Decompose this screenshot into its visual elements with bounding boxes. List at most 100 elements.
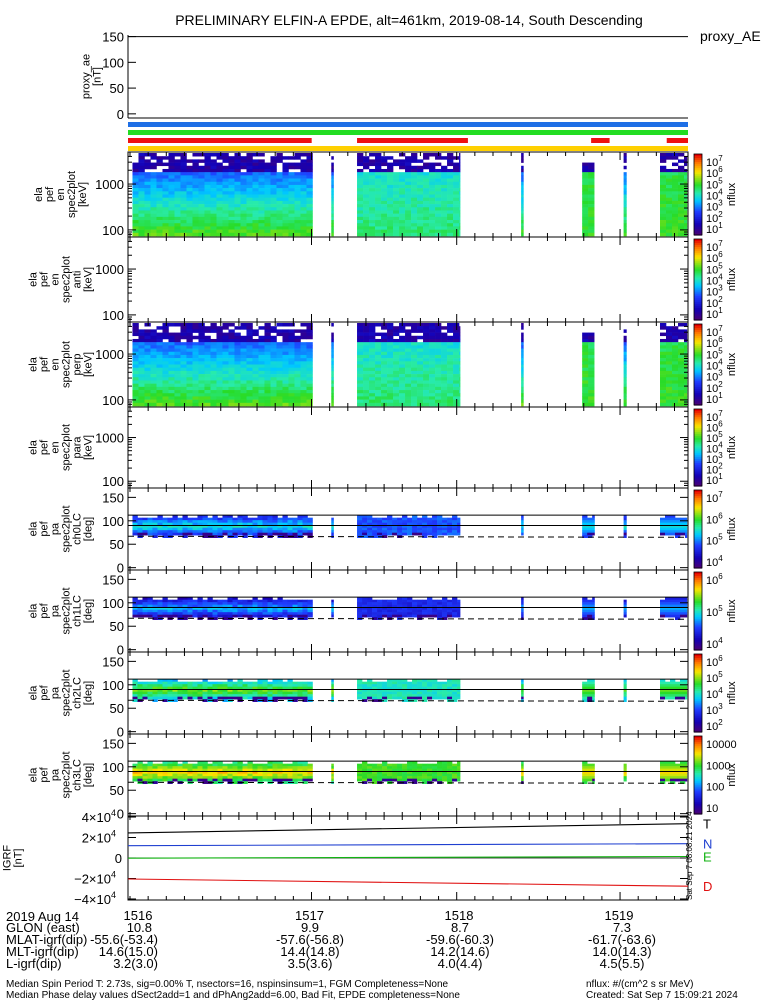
ch1LC-heatmap-cell (222, 609, 228, 613)
en_spec-heatmap-cell (252, 172, 259, 176)
en_spec-heatmap-cell (399, 172, 406, 176)
ch0LC-heatmap-cell (187, 522, 193, 526)
ch1LC-heatmap-cell (287, 612, 293, 615)
perp_spec-heatmap-cell (357, 329, 364, 333)
ch2LC-heatmap-cell (192, 681, 198, 685)
en_spec-heatmap-cell (132, 223, 139, 227)
ch1LC-heatmap-cell (212, 607, 218, 610)
ch1LC-heatmap-cell (197, 597, 203, 600)
ch1LC-heatmap-cell (302, 612, 308, 615)
ch1LC-heatmap-cell (382, 614, 388, 618)
ch1LC-colorbar-swatch (694, 612, 702, 616)
en_spec-heatmap-cell (357, 197, 364, 202)
ch1LC-heatmap-cell (387, 609, 393, 613)
perp_spec-heatmap-cell (582, 335, 589, 340)
ch0LC-heatmap-cell (207, 520, 213, 523)
perp_spec-heatmap-cell (264, 342, 271, 346)
para_spec-ylabel: ela pef en spec2plot para [keV] (28, 424, 95, 471)
perp_spec-heatmap-cell (288, 361, 295, 365)
perp_spec-heatmap-cell (234, 383, 241, 388)
perp_spec-heatmap-cell (192, 399, 199, 404)
perp_spec-heatmap-cell (276, 383, 283, 388)
ch2LC-heatmap-cell (167, 686, 173, 690)
perp_spec-heatmap-cell (282, 383, 289, 388)
en_spec-heatmap-cell (216, 156, 223, 160)
en_spec-heatmap-cell (429, 188, 436, 192)
perp_spec-heatmap-cell (375, 383, 382, 388)
perp_spec-heatmap-cell (276, 364, 283, 368)
perp_spec-heatmap-cell (357, 383, 364, 388)
en_spec-heatmap-cell (684, 191, 688, 195)
perp_spec-heatmap-cell (240, 361, 247, 365)
perp_spec-heatmap-cell (246, 374, 253, 378)
en_spec-heatmap-cell (180, 220, 187, 224)
en_spec-heatmap-cell (405, 162, 412, 167)
perp_spec-heatmap-cell (240, 354, 247, 359)
en_spec-heatmap-cell (423, 194, 430, 198)
en_spec-heatmap-cell (623, 178, 627, 183)
perp_spec-heatmap-cell (288, 323, 295, 327)
perp_spec-heatmap-cell (300, 364, 307, 368)
perp_spec-heatmap-cell (174, 323, 181, 327)
ch0LC-heatmap-cell (660, 520, 666, 523)
perp_spec-heatmap-cell (672, 338, 679, 343)
ch1LC-colorbar-swatch (694, 634, 702, 637)
ch0LC-heatmap-cell (457, 522, 461, 526)
en_spec-heatmap-cell (132, 181, 139, 186)
perp_spec-heatmap-cell (270, 396, 277, 400)
perp_spec-heatmap-cell (429, 354, 436, 359)
perp_spec-heatmap-cell (588, 380, 595, 384)
perp_spec-heatmap-cell (459, 326, 461, 330)
perp_spec-heatmap-cell (282, 345, 289, 349)
perp_spec-heatmap-cell (678, 361, 685, 365)
ch0LC-heatmap-cell (262, 515, 268, 518)
perp_spec-heatmap-cell (357, 396, 364, 400)
perp_spec-heatmap-cell (144, 332, 151, 337)
ch1LC-heatmap-cell (685, 609, 688, 613)
ch2LC-heatmap-cell (132, 689, 138, 692)
en_spec-colorbar-swatch (694, 220, 702, 224)
perp_spec-heatmap-cell (150, 374, 157, 378)
en_spec-heatmap-cell (264, 226, 271, 230)
en_spec-heatmap-cell (369, 153, 376, 157)
en_spec-heatmap-cell (435, 200, 442, 205)
en_spec-colorbar-swatch (694, 172, 702, 175)
perp_spec-heatmap-cell (180, 367, 187, 372)
perp_spec-heatmap-cell (459, 402, 461, 407)
en_spec-heatmap-cell (240, 172, 247, 176)
perp_spec-heatmap-cell (144, 345, 151, 349)
perp_spec-heatmap-cell (588, 361, 595, 365)
perp_spec-heatmap-cell (258, 345, 265, 349)
en_spec-heatmap-cell (399, 194, 406, 198)
perp_spec-heatmap-cell (672, 386, 679, 391)
perp_spec-heatmap-cell (168, 386, 175, 391)
anti_spec-colorbar-swatch (694, 313, 702, 317)
perp_spec-heatmap-cell (258, 393, 265, 397)
perp_spec-heatmap-cell (168, 364, 175, 368)
ch0LC-heatmap-cell (592, 527, 595, 531)
en_spec-heatmap-cell (459, 194, 461, 198)
ch0LC-heatmap-cell (232, 532, 238, 536)
perp_spec-heatmap-cell (521, 323, 524, 327)
en_spec-heatmap-cell (423, 165, 430, 170)
perp_spec-heatmap-cell (435, 386, 442, 391)
en_spec-heatmap-cell (156, 207, 163, 211)
perp_spec-heatmap-cell (582, 345, 589, 349)
ch0LC-heatmap-cell (377, 527, 383, 531)
en_spec-heatmap-cell (588, 200, 595, 205)
perp_spec-heatmap-cell (453, 351, 460, 356)
perp_spec-heatmap-cell (174, 342, 181, 346)
ch0LC-heatmap-cell (331, 525, 334, 528)
en_spec-heatmap-cell (162, 191, 169, 195)
perp_spec-heatmap-cell (198, 326, 205, 330)
ch0LC-heatmap-cell (387, 517, 393, 521)
perp_spec-colorbar-label: nflux (726, 352, 738, 376)
perp_spec-heatmap-cell (363, 329, 370, 333)
perp_spec-colorbar-swatch (694, 382, 702, 386)
perp_spec-heatmap-cell (459, 361, 461, 365)
perp_spec-heatmap-cell (150, 393, 157, 397)
ch1LC-heatmap-cell (222, 612, 228, 615)
perp_spec-heatmap-cell (144, 383, 151, 388)
ch1LC-heatmap-cell (242, 609, 248, 613)
perp_spec-heatmap-cell (270, 364, 277, 368)
